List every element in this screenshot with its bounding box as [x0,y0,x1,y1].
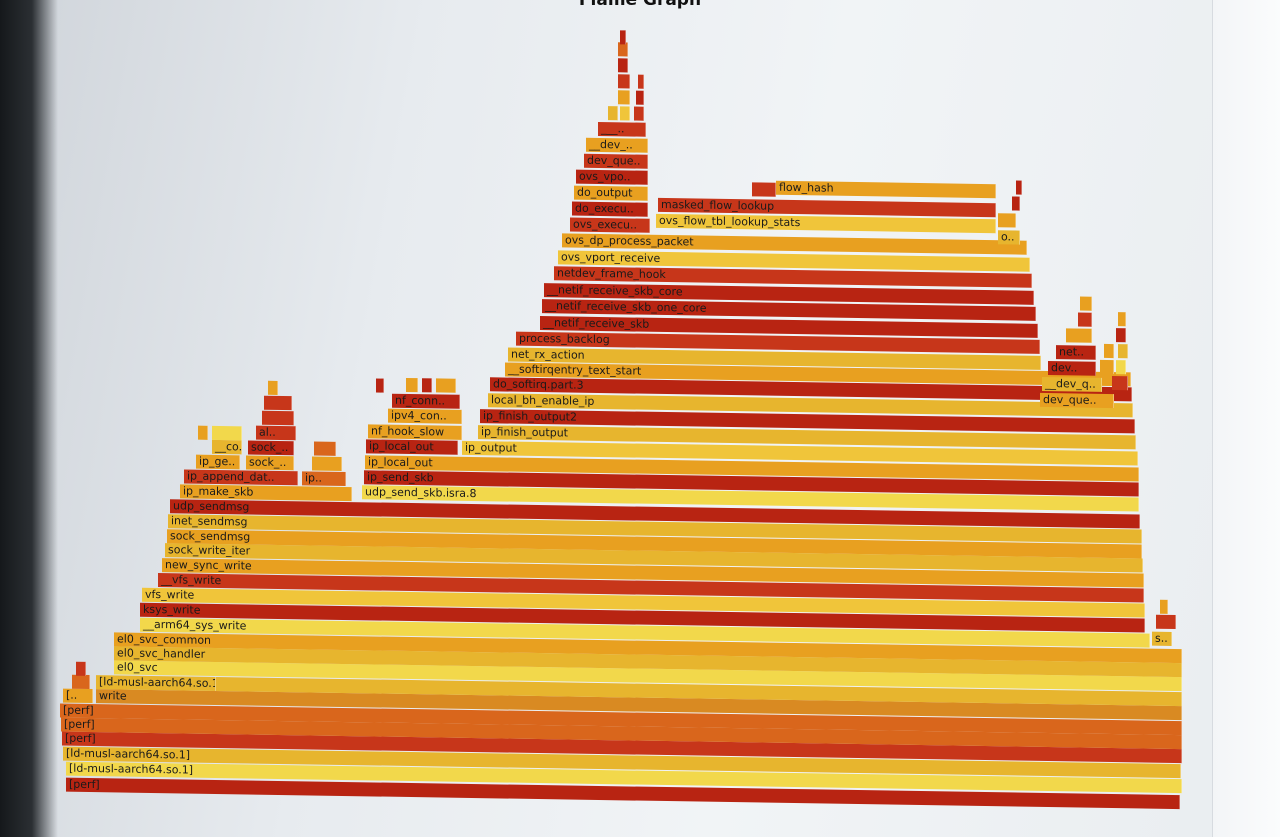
flame-frame[interactable]: ovs_vpo.. [576,169,648,185]
flame-frame[interactable] [618,90,630,105]
flame-frame[interactable]: [ld-musl-aarch64.so.1] [96,675,216,691]
flame-frame[interactable]: s.. [1152,631,1172,646]
flame-frame[interactable]: ip_append_dat.. [184,469,298,486]
flame-frame[interactable]: sock_.. [246,455,294,471]
flame-frame[interactable]: do_output [574,185,648,201]
flame-frame[interactable]: do_execu.. [572,201,648,217]
flame-frame[interactable]: ___.. [598,121,646,137]
flame-frame[interactable] [1078,312,1092,327]
flame-frame[interactable] [1080,296,1092,311]
flame-frame[interactable]: ovs_flow_tbl_lookup_stats [656,213,996,234]
flame-frame[interactable] [1116,360,1126,375]
flame-frame[interactable]: __co.. [212,439,242,455]
flame-frame[interactable] [212,425,242,441]
flame-frame[interactable]: ipv4_con.. [388,408,462,424]
flame-frame[interactable] [1100,359,1114,375]
flame-frame[interactable] [422,378,432,393]
flame-frame[interactable] [72,674,90,689]
flame-frame[interactable] [198,425,208,440]
flame-frame[interactable] [618,74,630,89]
flame-frame[interactable] [262,410,294,426]
flame-frame[interactable] [1104,343,1114,359]
flame-frame[interactable] [620,30,626,45]
flame-frame[interactable] [620,106,630,121]
flame-frame[interactable] [638,74,644,89]
flame-frame[interactable] [1160,599,1168,614]
flame-frame[interactable]: nf_hook_slow [368,424,462,440]
chart-title: Flame Graph [578,0,702,10]
flame-frame[interactable] [1118,312,1126,327]
flame-frame[interactable]: dev_que.. [584,153,648,169]
flame-frame[interactable] [1066,328,1092,343]
flame-frame[interactable] [1012,196,1020,211]
flame-frame[interactable] [608,106,618,121]
flame-frame[interactable]: [.. [63,688,93,704]
flame-frame[interactable] [312,456,342,471]
flame-frame[interactable]: dev_que.. [1040,392,1114,409]
flame-frame[interactable] [618,42,628,57]
flame-frame[interactable]: o.. [998,230,1020,245]
flame-frame[interactable]: ip.. [302,471,346,487]
flame-frame[interactable]: net.. [1056,345,1096,360]
flame-frame[interactable]: flow_hash [776,180,996,199]
flame-frame[interactable]: sock_.. [248,440,294,456]
flame-frame[interactable] [1118,344,1128,359]
flame-frame[interactable]: nf_conn.. [392,393,460,409]
flame-frame[interactable] [268,380,278,395]
flame-frame[interactable] [634,106,644,121]
flame-frame[interactable]: ip_ge.. [196,454,240,470]
flame-frame[interactable] [76,661,86,676]
flame-frame[interactable] [998,213,1016,228]
flame-frame[interactable] [436,378,456,393]
flame-frame[interactable]: __dev_q.. [1042,376,1102,392]
flame-frame[interactable] [376,378,384,393]
flame-frame[interactable] [1116,328,1126,343]
flame-frame[interactable] [1016,180,1022,195]
flame-frame[interactable] [1156,614,1176,630]
flame-frame[interactable] [314,441,336,456]
flame-frame[interactable]: ip_make_skb [180,484,352,502]
flame-frame[interactable] [1112,376,1128,391]
flame-frame[interactable]: dev.. [1048,361,1096,376]
flame-frame[interactable]: ip_local_out [366,439,458,455]
monitor-bezel-left [0,0,58,837]
flame-frame[interactable] [636,90,644,105]
flame-frame[interactable]: ovs_execu.. [570,217,650,233]
flame-frame[interactable]: al.. [256,425,296,441]
screen-margin-right [1212,0,1280,837]
flame-frame[interactable] [752,182,776,197]
flame-frame[interactable]: __dev_.. [586,137,648,153]
flame-frame[interactable] [618,58,628,73]
flame-frame[interactable] [406,377,418,393]
flame-frame[interactable] [264,395,292,411]
